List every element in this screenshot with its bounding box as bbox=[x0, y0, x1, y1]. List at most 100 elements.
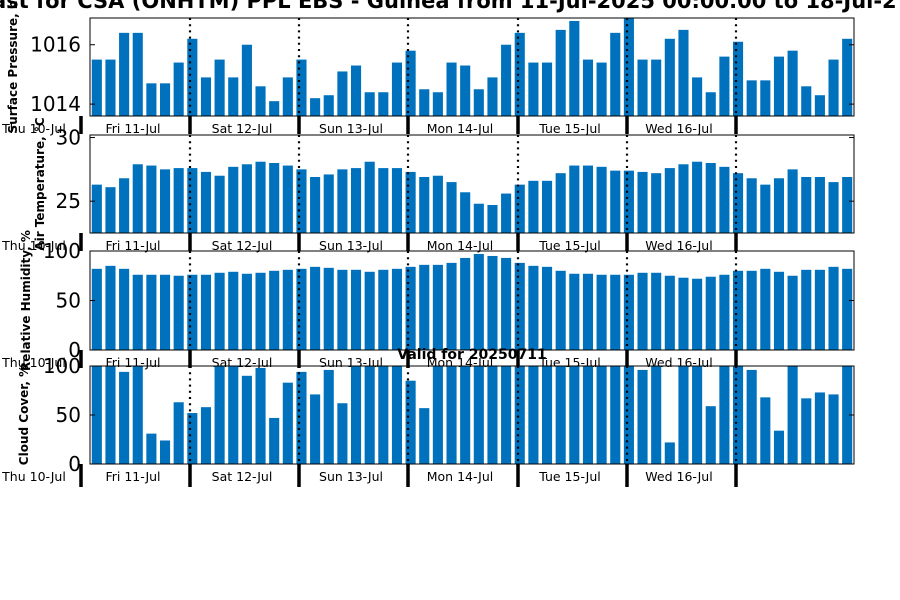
bar bbox=[719, 56, 730, 116]
bar bbox=[378, 366, 389, 464]
y-tick-label: 0 bbox=[68, 338, 81, 362]
bar bbox=[241, 44, 252, 117]
bar bbox=[773, 430, 785, 464]
bar bbox=[419, 89, 430, 116]
bar bbox=[200, 274, 212, 350]
bar bbox=[732, 173, 744, 233]
bar bbox=[828, 266, 839, 350]
bar bbox=[200, 77, 212, 116]
bar bbox=[569, 165, 580, 233]
bar bbox=[760, 80, 771, 116]
bar bbox=[801, 269, 812, 350]
bar bbox=[132, 32, 143, 116]
bar bbox=[460, 65, 471, 116]
bar bbox=[473, 253, 484, 350]
bar bbox=[773, 271, 785, 350]
bar bbox=[364, 366, 375, 464]
bar bbox=[692, 278, 703, 350]
x-start-label: Thu 10-Jul bbox=[1, 469, 66, 484]
bar bbox=[760, 268, 771, 350]
bar bbox=[282, 382, 293, 464]
bar bbox=[732, 41, 744, 117]
day-label: Sat 12-Jul bbox=[212, 469, 273, 484]
bar bbox=[241, 273, 252, 350]
bar bbox=[555, 270, 566, 350]
bar bbox=[364, 271, 375, 350]
bar bbox=[719, 166, 730, 233]
bar bbox=[296, 371, 307, 464]
day-label: Sun 13-Jul bbox=[319, 238, 383, 253]
bar bbox=[664, 442, 675, 464]
figure-title: ast for CSA (ONHTM) PPL EBS - Guinea fro… bbox=[0, 0, 897, 13]
bar bbox=[801, 177, 812, 233]
bar bbox=[801, 398, 812, 464]
bar bbox=[241, 375, 252, 464]
axes-frame bbox=[89, 17, 855, 117]
bar bbox=[528, 62, 539, 116]
y-axis-label: Surface Pressure, h bbox=[6, 1, 20, 134]
bar bbox=[541, 180, 553, 233]
bar bbox=[146, 433, 157, 464]
bar bbox=[173, 402, 184, 464]
bar bbox=[146, 83, 157, 116]
bar bbox=[596, 366, 607, 464]
bar bbox=[842, 268, 853, 350]
bar bbox=[528, 180, 539, 233]
bar bbox=[746, 369, 757, 464]
bar bbox=[541, 62, 553, 116]
bar bbox=[119, 268, 130, 350]
bar bbox=[678, 29, 689, 117]
bar bbox=[119, 32, 130, 116]
bar bbox=[555, 173, 566, 233]
y-tick-label: 1014 bbox=[30, 92, 81, 116]
bar bbox=[214, 272, 225, 350]
bar bbox=[623, 170, 634, 233]
bar bbox=[187, 274, 198, 350]
bar bbox=[814, 269, 825, 350]
bar bbox=[514, 32, 525, 116]
bar bbox=[473, 203, 484, 233]
bar bbox=[664, 275, 675, 350]
day-label: Sat 12-Jul bbox=[212, 121, 273, 136]
bar bbox=[173, 62, 184, 116]
bar bbox=[146, 165, 157, 233]
bar bbox=[842, 177, 853, 233]
bar bbox=[528, 366, 539, 464]
bar bbox=[487, 366, 498, 464]
bar bbox=[282, 77, 293, 116]
bar bbox=[159, 169, 171, 233]
bar bbox=[105, 265, 116, 350]
bar bbox=[391, 366, 403, 464]
bar bbox=[678, 164, 689, 233]
bar bbox=[91, 184, 102, 233]
bar bbox=[541, 266, 553, 350]
bar bbox=[501, 366, 512, 464]
bar bbox=[501, 257, 512, 350]
bar bbox=[405, 171, 416, 233]
bar bbox=[664, 38, 675, 116]
bar bbox=[787, 169, 798, 233]
bar bbox=[746, 270, 757, 350]
bar bbox=[528, 265, 539, 350]
y-tick-label: 100 bbox=[43, 239, 81, 263]
bar bbox=[378, 269, 389, 350]
bar bbox=[514, 262, 525, 350]
bar bbox=[187, 38, 198, 116]
bar bbox=[678, 277, 689, 350]
bar bbox=[91, 59, 102, 116]
bar bbox=[337, 71, 348, 116]
bar bbox=[391, 62, 403, 116]
bar bbox=[678, 366, 689, 464]
day-label: Fri 11-Jul bbox=[105, 469, 160, 484]
bar bbox=[296, 268, 307, 350]
bar bbox=[310, 266, 321, 350]
bar bbox=[623, 366, 634, 464]
bar bbox=[323, 369, 334, 464]
bar bbox=[582, 165, 594, 233]
bar bbox=[473, 366, 484, 464]
bar bbox=[541, 366, 553, 464]
bar bbox=[282, 269, 293, 350]
bar bbox=[596, 166, 607, 233]
bar bbox=[255, 161, 266, 233]
